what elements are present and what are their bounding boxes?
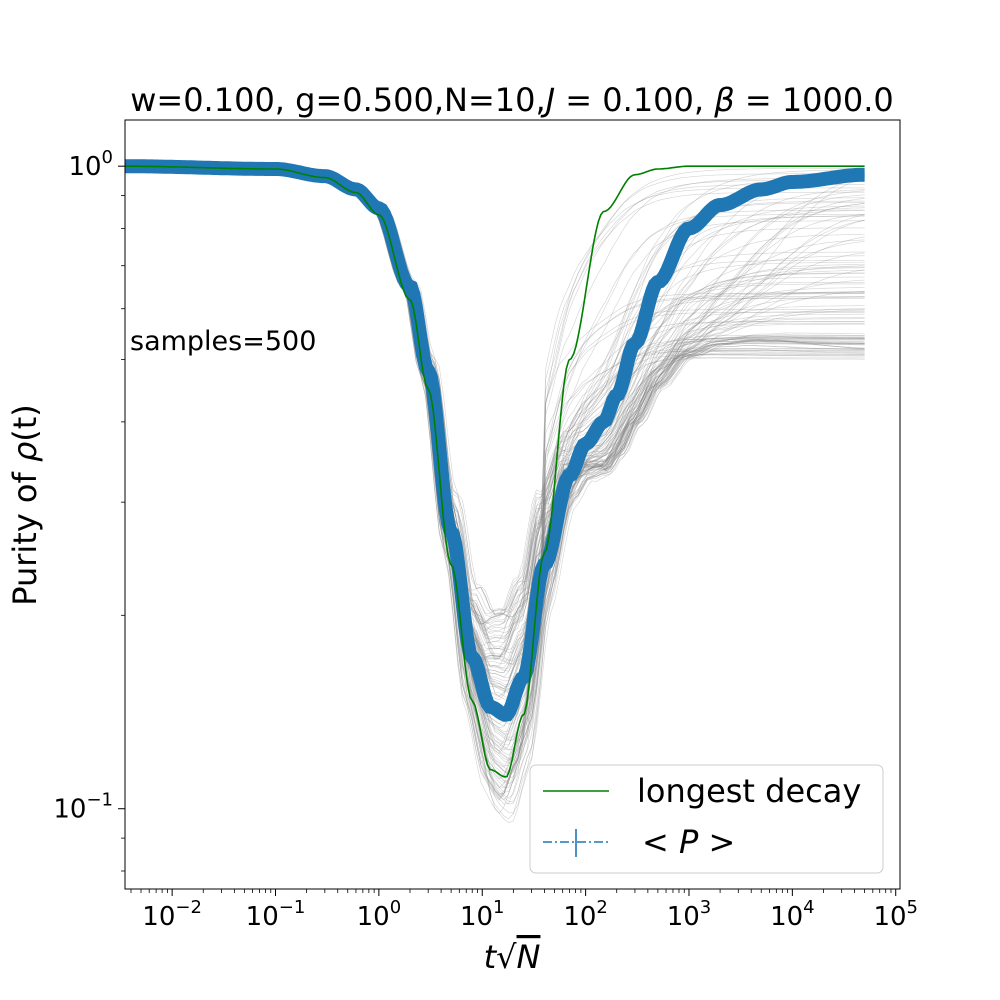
x-tick-label: 103 — [667, 897, 712, 932]
axis-ticks: 10−2 10−1 100 101 102 103 104 105 100 10−1 — [53, 147, 918, 932]
x-tick-label: 10−1 — [246, 897, 306, 932]
legend-mean-swatch — [543, 829, 609, 857]
legend-longest-decay-label: longest decay — [637, 772, 861, 810]
y-axis-label: Purity of ρ(t) — [6, 404, 44, 606]
plot-frame — [124, 119, 901, 890]
legend: longest decay < P > — [529, 764, 884, 874]
samples-annotation: samples=500 — [130, 326, 316, 357]
x-tick-label: 105 — [873, 897, 918, 932]
x-tick-label: 102 — [563, 897, 608, 932]
legend-mean-label: < P > — [642, 823, 735, 861]
legend-box — [529, 764, 884, 874]
x-tick-label: 104 — [770, 897, 815, 932]
x-tick-label: 100 — [357, 897, 402, 932]
x-tick-label: 101 — [460, 897, 505, 932]
longest-decay-series — [125, 165, 865, 778]
chart-title: w=0.100, g=0.500,N=10,J = 0.100, β = 100… — [130, 81, 894, 119]
longest-decay-line — [125, 165, 865, 778]
x-tick-label: 10−2 — [142, 897, 202, 932]
x-axis-label: t√N — [484, 938, 541, 976]
y-tick-label: 100 — [68, 147, 113, 182]
y-tick-label: 10−1 — [53, 790, 113, 825]
